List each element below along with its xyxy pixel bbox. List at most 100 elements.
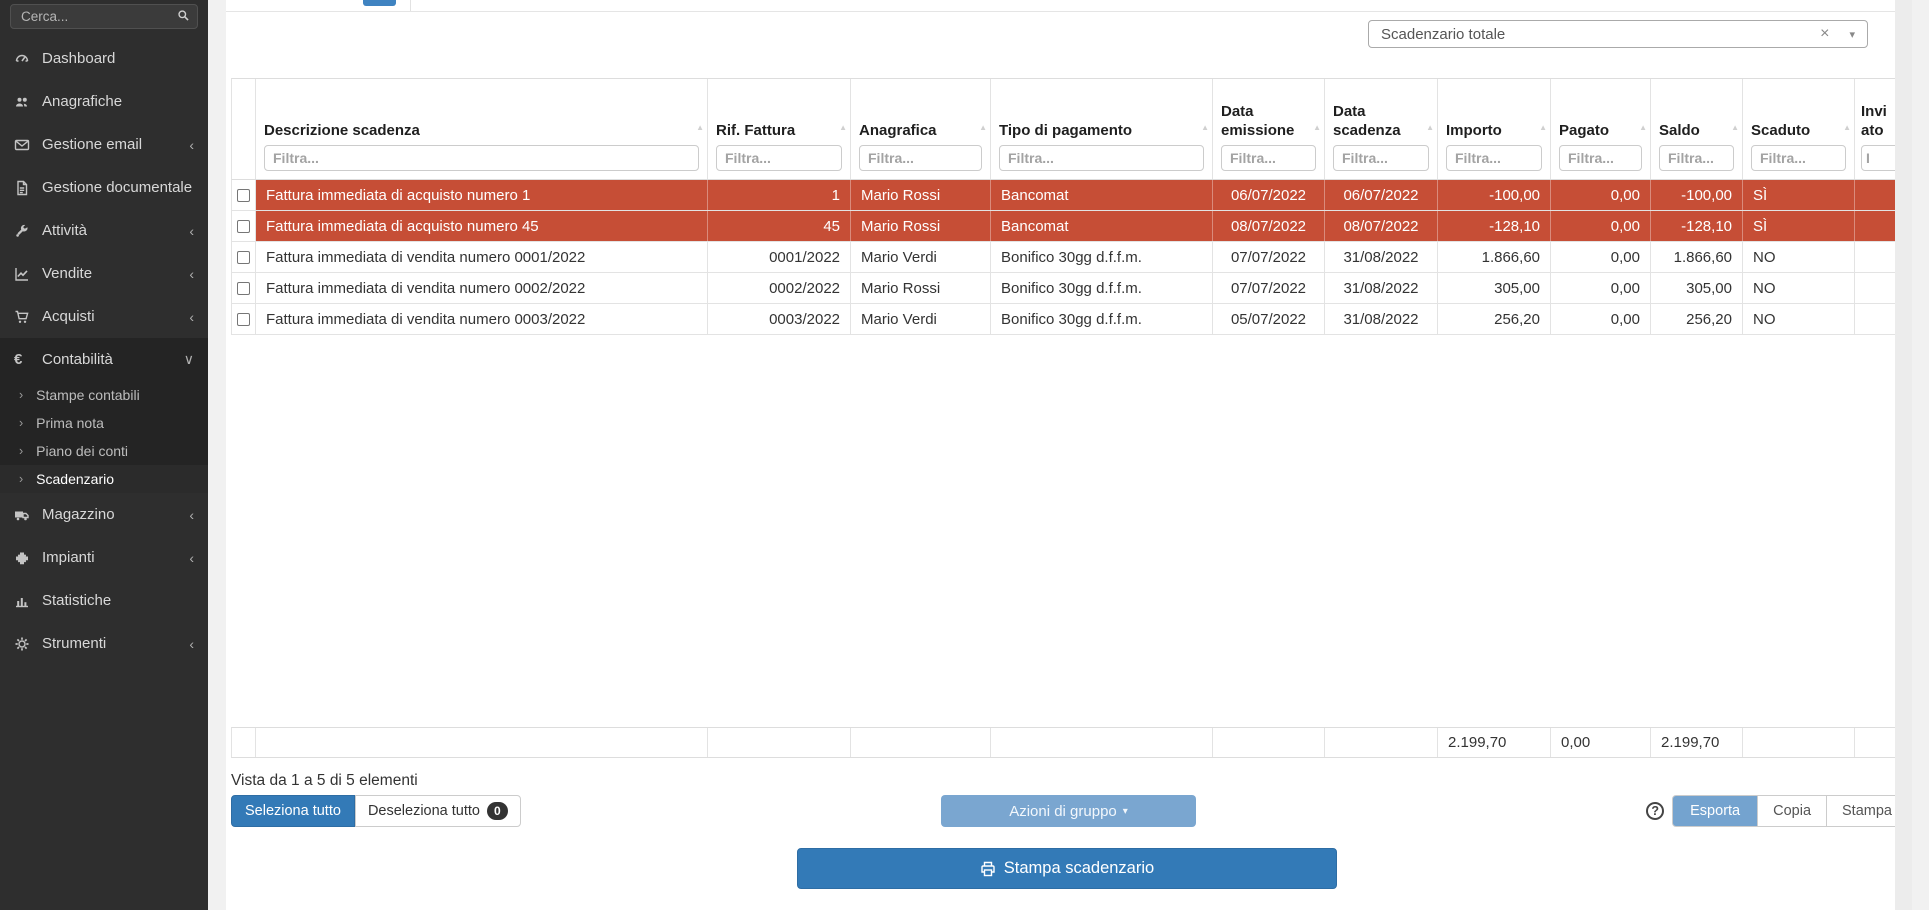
footer-cell-data-emissione [1213, 728, 1325, 757]
table-row[interactable]: Fattura immediata di vendita numero 0002… [231, 273, 1908, 304]
deselect-count-badge: 0 [486, 802, 508, 820]
row-checkbox[interactable] [237, 219, 250, 233]
cell-importo: -128,10 [1438, 211, 1551, 241]
sidebar-item-magazzino[interactable]: Magazzino ‹ [0, 493, 208, 536]
column-header-descrizione-scadenza[interactable]: Descrizione scadenza ▲ [256, 79, 708, 179]
scadenzario-filter-select[interactable]: Scadenzario totale × ▾ [1368, 20, 1868, 48]
row-checkbox[interactable] [237, 188, 250, 202]
column-header-scaduto[interactable]: Scaduto ▲ [1743, 79, 1855, 179]
column-header-tipo-di-pagamento[interactable]: Tipo di pagamento ▲ [991, 79, 1213, 179]
clear-icon[interactable]: × [1820, 25, 1830, 42]
results-info: Vista da 1 a 5 di 5 elementi [231, 772, 418, 789]
row-checkbox[interactable] [237, 312, 250, 326]
export-button[interactable]: Esporta [1672, 795, 1759, 827]
cell-data-emissione: 08/07/2022 [1213, 211, 1325, 241]
filter-input-pagato[interactable] [1559, 145, 1642, 171]
cell-saldo: -128,10 [1651, 211, 1743, 241]
filter-input-saldo[interactable] [1659, 145, 1734, 171]
sort-arrow-icon[interactable]: ▲ [696, 123, 704, 132]
sidebar-item-label: Gestione documentale [42, 179, 193, 196]
column-header-data-scadenza[interactable]: Data scadenza ▲ [1325, 79, 1438, 179]
cell-data-emissione: 07/07/2022 [1213, 242, 1325, 272]
filter-input-descrizione-scadenza[interactable] [264, 145, 699, 171]
column-header-saldo[interactable]: Saldo ▲ [1651, 79, 1743, 179]
sidebar-item-contabilita[interactable]: € Contabilità ∨ [0, 338, 208, 381]
filter-input-tipo-di-pagamento[interactable] [999, 145, 1204, 171]
column-header-importo[interactable]: Importo ▲ [1438, 79, 1551, 179]
sort-arrow-icon[interactable]: ▲ [839, 123, 847, 132]
active-tab-fragment[interactable] [363, 0, 396, 6]
search-input[interactable] [10, 4, 198, 29]
cell-pagato: 0,00 [1551, 211, 1651, 241]
row-checkbox[interactable] [237, 281, 250, 295]
cell-saldo: 305,00 [1651, 273, 1743, 303]
cell-scaduto: NO [1743, 304, 1855, 334]
filter-input-scaduto[interactable] [1751, 145, 1846, 171]
scrollbar[interactable] [1895, 0, 1912, 910]
sidebar-item-label: Attività [42, 222, 88, 239]
cell-tipo-di-pagamento: Bonifico 30gg d.f.f.m. [991, 242, 1213, 272]
deselect-all-button[interactable]: Deseleziona tutto 0 [354, 795, 521, 827]
sidebar-item-impianti[interactable]: Impianti ‹ [0, 536, 208, 579]
print-schedule-button[interactable]: Stampa scadenzario [797, 848, 1337, 889]
filter-input-importo[interactable] [1446, 145, 1542, 171]
cell-anagrafica: Mario Verdi [851, 304, 991, 334]
column-header-data-emissione[interactable]: Data emissione ▲ [1213, 79, 1325, 179]
sort-arrow-icon[interactable]: ▲ [979, 123, 987, 132]
table-row[interactable]: Fattura immediata di vendita numero 0003… [231, 304, 1908, 335]
sidebar-subitem-piano-dei-conti[interactable]: › Piano dei conti [0, 437, 208, 465]
column-header-rif-fattura[interactable]: Rif. Fattura ▲ [708, 79, 851, 179]
sort-arrow-icon[interactable]: ▲ [1731, 123, 1739, 132]
footer-cell-descrizione-scadenza [256, 728, 708, 757]
sort-arrow-icon[interactable]: ▲ [1639, 123, 1647, 132]
help-icon[interactable]: ? [1646, 802, 1665, 820]
sort-arrow-icon[interactable]: ▲ [1426, 123, 1434, 132]
sort-arrow-icon[interactable]: ▲ [1201, 123, 1209, 132]
sidebar-item-vendite[interactable]: Vendite ‹ [0, 252, 208, 295]
sidebar-item-label: Acquisti [42, 308, 95, 325]
print-button[interactable]: Stampa [1827, 795, 1908, 827]
column-header-pagato[interactable]: Pagato ▲ [1551, 79, 1651, 179]
sidebar-section-magazzino: Magazzino ‹ [0, 493, 208, 536]
table-row[interactable]: Fattura immediata di vendita numero 0001… [231, 242, 1908, 273]
cell-pagato: 0,00 [1551, 242, 1651, 272]
sidebar-item-statistiche[interactable]: Statistiche [0, 579, 208, 622]
sidebar-subitem-scadenzario[interactable]: › Scadenzario [0, 465, 208, 493]
cell-data-emissione: 06/07/2022 [1213, 180, 1325, 210]
column-header-anagrafica[interactable]: Anagrafica ▲ [851, 79, 991, 179]
sidebar-item-gestione-documentale[interactable]: Gestione documentale [0, 166, 208, 209]
row-checkbox[interactable] [237, 250, 250, 264]
sidebar-item-anagrafiche[interactable]: Anagrafiche [0, 80, 208, 123]
sort-arrow-icon[interactable]: ▲ [1843, 123, 1851, 132]
sort-arrow-icon[interactable]: ▲ [1313, 123, 1321, 132]
copy-button[interactable]: Copia [1758, 795, 1828, 827]
cell-saldo: 1.866,60 [1651, 242, 1743, 272]
group-actions-button[interactable]: Azioni di gruppo ▾ [941, 795, 1196, 827]
cell-rif-fattura: 0002/2022 [708, 273, 851, 303]
sidebar-subitem-prima-nota[interactable]: › Prima nota [0, 409, 208, 437]
sidebar-item-dashboard[interactable]: Dashboard [0, 37, 208, 80]
select-all-button[interactable]: Seleziona tutto [231, 795, 355, 827]
sidebar-item-label: Contabilità [42, 351, 113, 368]
sidebar-item-gestione-email[interactable]: Gestione email ‹ [0, 123, 208, 166]
sort-arrow-icon[interactable]: ▲ [1539, 123, 1547, 132]
table-row[interactable]: Fattura immediata di acquisto numero 45 4… [231, 211, 1908, 242]
sidebar-section-strumenti: Strumenti ‹ [0, 622, 208, 665]
puzzle-icon [14, 550, 33, 566]
filter-input-data-scadenza[interactable] [1333, 145, 1429, 171]
sidebar-subitem-stampe-contabili[interactable]: › Stampe contabili [0, 381, 208, 409]
filter-input-anagrafica[interactable] [859, 145, 982, 171]
sidebar-item-label: Strumenti [42, 635, 107, 652]
sidebar-item-attivita[interactable]: Attività ‹ [0, 209, 208, 252]
search-icon[interactable] [177, 9, 190, 27]
sidebar-item-acquisti[interactable]: Acquisti ‹ [0, 295, 208, 338]
sidebar-item-strumenti[interactable]: Strumenti ‹ [0, 622, 208, 665]
filter-input-data-emissione[interactable] [1221, 145, 1316, 171]
sidebar-item-label: Anagrafiche [42, 93, 123, 110]
sidebar-item-label: Impianti [42, 549, 95, 566]
chevron-left-icon: ‹ [189, 222, 194, 239]
filter-input-rif-fattura[interactable] [716, 145, 842, 171]
euro-icon: € [14, 351, 23, 368]
filter-input-inviato[interactable] [1861, 145, 1901, 171]
